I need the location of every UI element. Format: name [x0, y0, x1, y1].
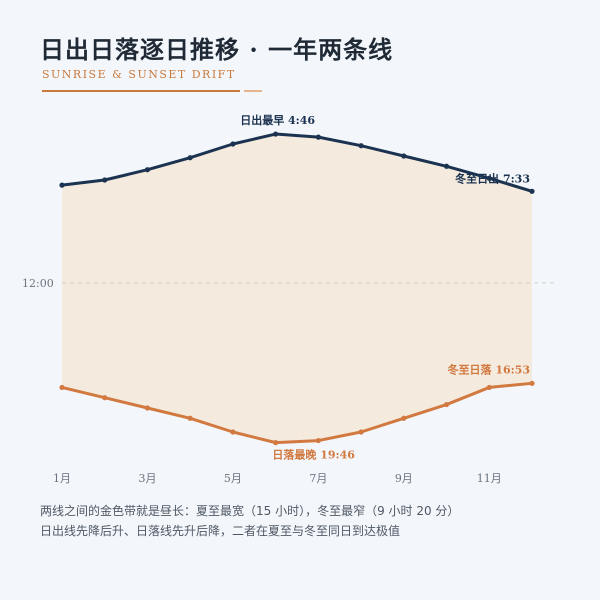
sunset-point: [529, 380, 535, 386]
sunrise-point: [443, 163, 450, 169]
sunrise-point: [315, 134, 321, 140]
footnote-extremes: 日出线先降后升、日落线先升后降，二者在夏至与冬至同日到达极值: [40, 524, 401, 538]
sunset-point: [443, 401, 450, 408]
noon-reference-label: 12:00: [22, 277, 54, 290]
title-rule-accent: [244, 90, 262, 92]
x-tick-label: 1月: [53, 472, 71, 485]
annotation-sunrise-winter: 冬至日出 7:33: [455, 171, 530, 185]
sunrise-line: [61, 132, 533, 193]
sunrise-point: [358, 143, 364, 149]
annotation-sunrise-earliest: 日出最早 4:46: [240, 113, 315, 127]
sunset-point: [401, 415, 407, 421]
x-tick-label: 7月: [309, 472, 327, 485]
sunrise-point: [102, 177, 108, 183]
annotation-sunset-winter: 冬至日落 16:53: [447, 362, 530, 376]
page-title: 日出日落逐日推移 · 一年两条线: [40, 35, 394, 64]
sunrise-point: [59, 182, 65, 188]
x-tick-label: 11月: [477, 472, 502, 485]
sunset-point: [273, 440, 279, 446]
sunrise-point: [144, 167, 151, 173]
footnote-band: 两线之间的金色带就是昼长：夏至最宽（15 小时），冬至最窄（9 小时 20 分）: [40, 504, 460, 518]
x-tick-label: 3月: [138, 472, 156, 485]
sunset-point: [187, 415, 193, 421]
sunset-point: [144, 405, 151, 411]
daylight-band: [62, 134, 532, 443]
annotation-sunset-latest: 日落最晚 19:46: [272, 448, 355, 462]
title-rule: [42, 90, 240, 92]
sunset-point: [59, 384, 65, 391]
sunset-point: [486, 384, 492, 391]
sunrise-point: [486, 175, 492, 181]
sunset-point: [315, 437, 321, 444]
sunset-point: [358, 429, 364, 435]
sunset-point: [230, 429, 236, 435]
sunset-point: [102, 395, 108, 401]
sunrise-point: [529, 188, 535, 194]
page-subtitle: SUNRISE & SUNSET DRIFT: [42, 68, 236, 81]
sunset-line: [61, 381, 533, 445]
sunrise-point: [187, 155, 193, 161]
sunrise-point: [230, 141, 236, 147]
x-tick-label: 9月: [395, 472, 413, 485]
sunrise-point: [401, 153, 407, 159]
x-tick-label: 5月: [224, 472, 242, 485]
sunrise-point: [273, 131, 279, 137]
